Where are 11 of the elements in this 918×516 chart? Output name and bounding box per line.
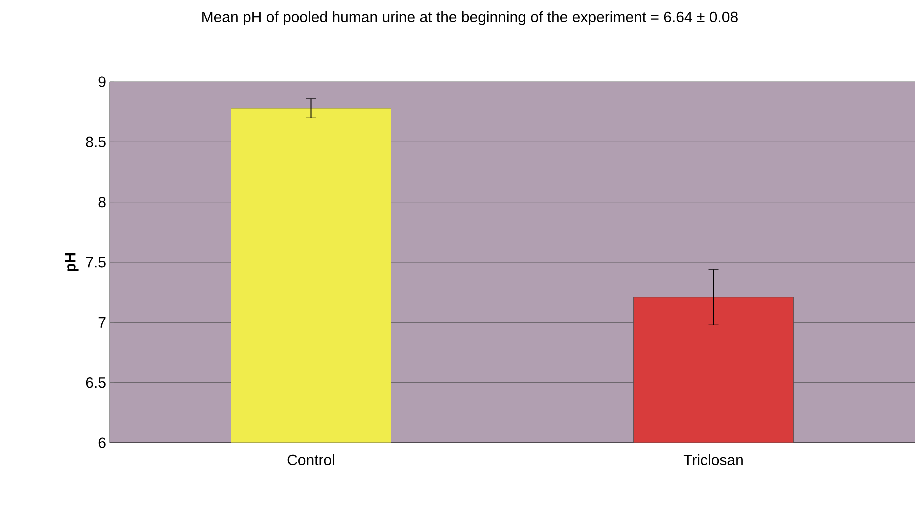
y-tick-label: 7.5 bbox=[86, 257, 106, 268]
y-axis-title: pH bbox=[65, 254, 79, 272]
chart-title: Mean pH of pooled human urine at the beginning of the experiment = 6.64 ± 0.08 bbox=[202, 12, 738, 26]
x-tick-label: Triclosan bbox=[684, 454, 743, 466]
y-tick-label: 9 bbox=[98, 76, 106, 88]
y-tick-label: 8 bbox=[98, 197, 106, 208]
y-tick-label: 7 bbox=[98, 318, 106, 328]
y-tick-label: 8.5 bbox=[86, 136, 106, 148]
y-tick-label: 6.5 bbox=[86, 378, 106, 388]
y-tick-label: 6 bbox=[98, 438, 106, 448]
x-tick-label: Control bbox=[288, 454, 334, 466]
